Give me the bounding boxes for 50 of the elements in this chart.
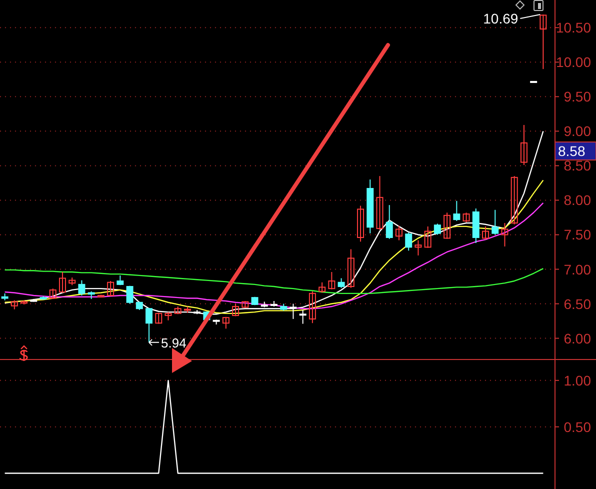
y-tick-label: 10.00	[556, 54, 592, 70]
annotation: 5.94	[161, 335, 186, 350]
candlestick	[434, 223, 441, 236]
y-tick-label: 7.50	[564, 226, 592, 243]
candlestick	[126, 285, 134, 304]
candlestick	[520, 124, 528, 166]
line-series	[4, 202, 544, 310]
y-tick-label: 6.00	[564, 330, 592, 346]
candlestick	[482, 226, 490, 240]
candlestick	[155, 312, 162, 324]
y-tick-label: 7.00	[564, 261, 592, 278]
y-tick-label: 9.00	[564, 123, 592, 140]
y-tick-label: 1.00	[564, 372, 592, 388]
candlestick	[357, 205, 364, 242]
candlestick	[222, 316, 230, 330]
candlestick	[492, 209, 499, 236]
candlestick	[308, 290, 316, 324]
candlestick	[318, 282, 326, 294]
candlestick	[78, 280, 86, 296]
candlestick	[347, 248, 354, 288]
candlestick	[453, 200, 460, 222]
candlestick	[395, 225, 402, 241]
annotation: 10.69	[483, 10, 518, 26]
y-tick-label: 6.50	[564, 296, 592, 312]
candlestick	[328, 272, 336, 290]
candlestick	[444, 212, 451, 240]
y-tick-label: 10.50	[556, 20, 592, 36]
line-series	[4, 180, 544, 314]
y-tick-label: 8.00	[564, 192, 592, 208]
candlestick	[232, 303, 240, 317]
candlestick	[58, 272, 66, 294]
candlestick	[405, 232, 412, 252]
candlestick	[424, 226, 432, 248]
candlestick	[501, 222, 508, 247]
candlestick	[386, 204, 393, 240]
y-tick-label: 0.50	[564, 418, 592, 435]
y-tick-label: 8.50	[564, 158, 592, 174]
candlestick	[299, 309, 306, 324]
candlestick	[146, 307, 153, 343]
candlestick	[376, 176, 384, 230]
line-series	[4, 268, 544, 294]
candlestick	[107, 280, 114, 297]
candlestick	[540, 14, 547, 70]
candlestick	[510, 176, 518, 225]
y-tick-label: 9.50	[564, 88, 592, 105]
text: 8.58	[558, 143, 586, 159]
candlestick	[462, 212, 470, 223]
candlestick	[414, 240, 422, 256]
candlestick	[338, 278, 345, 288]
candlestick	[49, 288, 56, 300]
